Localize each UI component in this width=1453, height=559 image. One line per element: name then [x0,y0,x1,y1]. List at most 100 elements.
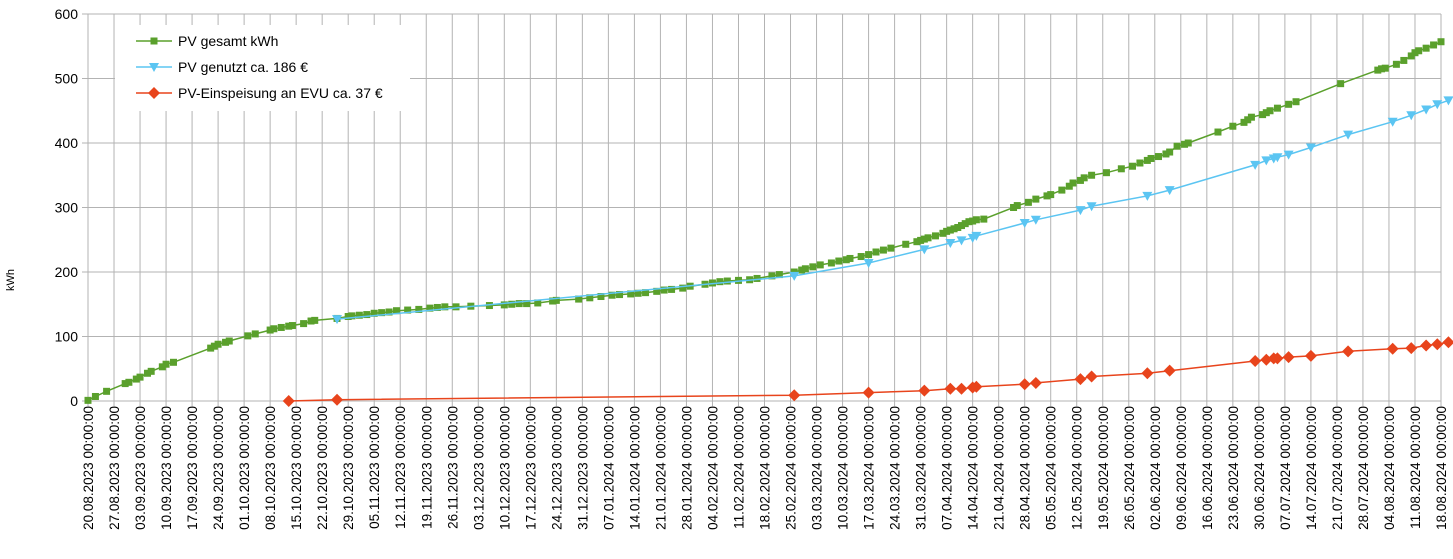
data-point [300,320,308,328]
data-point [225,337,233,345]
data-point [1304,349,1317,362]
data-point [1272,153,1283,163]
y-axis-label: kWh [5,269,17,291]
data-point [1184,139,1192,147]
legend-label: PV genutzt ca. 186 € [178,59,308,75]
x-tick-label: 14.04.2024 00:00:00 [966,406,981,530]
data-point [1128,162,1136,170]
data-point [1407,52,1415,60]
data-point [91,392,99,400]
data-point [1273,104,1281,112]
data-point [426,304,434,312]
series-pv-genutzt-ca-186 [332,96,1453,325]
data-point [1342,345,1355,358]
data-point [125,378,133,386]
data-point [1292,98,1300,106]
x-tick-label: 18.02.2024 00:00:00 [758,406,773,530]
data-point [668,285,676,293]
x-tick-label: 27.08.2023 00:00:00 [107,406,122,530]
data-point [143,369,151,377]
data-point [827,259,835,267]
data-point [902,240,910,248]
data-point [1411,49,1419,57]
data-point [958,222,966,230]
x-tick-label: 15.10.2023 00:00:00 [289,406,304,530]
data-point [1141,367,1154,380]
x-axis-ticks: 20.08.2023 00:00:00 27.08.2023 00:00:00 03… [81,401,1449,530]
data-point [355,311,363,319]
data-point [500,301,508,309]
data-point [954,223,962,231]
data-point [616,291,624,299]
x-tick-label: 21.07.2024 00:00:00 [1330,406,1345,530]
data-point [961,220,969,228]
data-point [1173,142,1181,150]
data-point [147,367,155,375]
x-tick-label: 07.07.2024 00:00:00 [1278,406,1293,530]
data-point [552,296,560,304]
data-point [918,384,931,397]
data-point [1378,65,1386,73]
data-point [103,387,111,395]
data-point [1337,80,1345,88]
data-point [132,375,140,383]
data-point [1143,156,1151,164]
data-point [282,395,295,407]
legend-item: PV gesamt kWh [136,33,278,49]
x-tick-label: 30.06.2024 00:00:00 [1252,406,1267,530]
x-tick-label: 14.07.2024 00:00:00 [1304,406,1319,530]
data-point [931,232,939,240]
data-point [1032,195,1040,203]
legend-label: PV gesamt kWh [178,33,278,49]
data-point [863,258,874,268]
data-point [1155,153,1163,161]
data-point [816,261,824,269]
data-point [1013,202,1021,210]
data-point [1443,96,1453,106]
data-point [1283,150,1294,160]
x-tick-label: 26.05.2024 00:00:00 [1122,406,1137,530]
x-tick-label: 25.02.2024 00:00:00 [784,406,799,530]
x-tick-label: 18.08.2024 00:00:00 [1434,406,1449,530]
data-point [1422,44,1430,52]
data-point [789,271,800,281]
legend-marker [150,37,158,45]
data-point [1080,174,1088,182]
data-point [971,231,982,241]
data-point [775,271,783,279]
data-point [1065,182,1073,190]
data-point [1166,148,1174,156]
data-point [311,316,319,324]
data-point [788,389,801,402]
data-point [857,253,865,261]
y-tick-label: 300 [55,200,79,216]
data-point [950,225,958,233]
data-point [862,386,875,399]
x-tick-label: 28.04.2024 00:00:00 [1018,406,1033,530]
data-point [1214,128,1222,136]
x-tick-label: 05.05.2024 00:00:00 [1044,406,1059,530]
data-point [1271,352,1284,365]
data-point [946,226,954,234]
data-point [370,309,378,317]
data-point [1088,171,1096,179]
data-point [363,311,371,319]
data-point [1058,186,1066,194]
data-point [1229,122,1237,130]
x-tick-label: 29.10.2023 00:00:00 [341,406,356,530]
data-point [1029,376,1042,389]
data-point [965,218,973,226]
data-point [944,382,957,395]
data-point [1381,64,1389,72]
data-point [393,307,401,315]
data-point [1400,56,1408,64]
x-tick-label: 31.03.2024 00:00:00 [914,406,929,530]
data-point [1074,373,1087,386]
data-point [919,245,930,255]
data-point [266,326,274,334]
data-point [285,322,293,330]
data-point [344,313,352,321]
data-point [84,396,92,404]
data-point [1282,351,1295,364]
